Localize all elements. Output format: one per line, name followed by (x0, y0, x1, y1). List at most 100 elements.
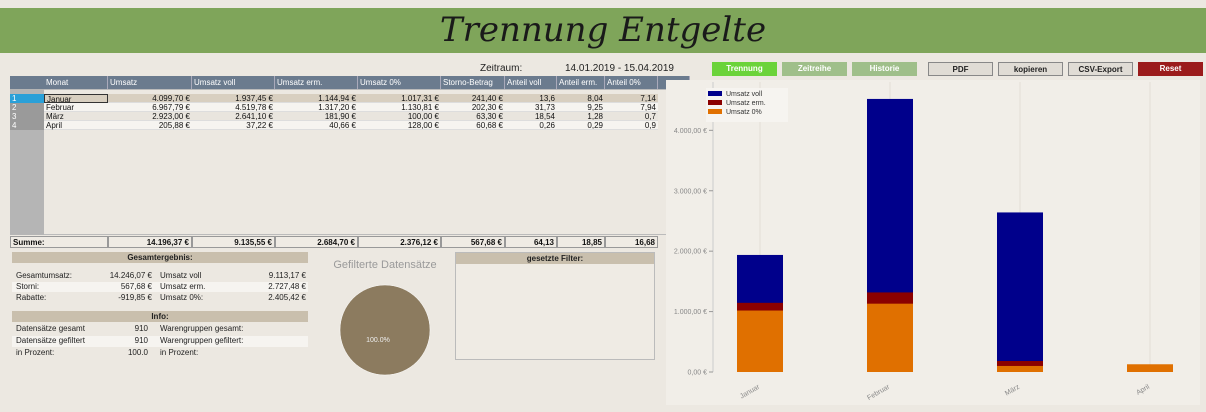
table-cell[interactable]: 18,54 (534, 112, 555, 121)
table-cell[interactable]: 7,14 (640, 94, 656, 103)
table-row (44, 94, 658, 103)
y-tick-label: 4.000,00 € (674, 128, 707, 135)
info-cell: Warengruppen gefiltert: (160, 336, 244, 345)
table-cell[interactable]: 9,25 (587, 103, 603, 112)
info-cell: in Prozent: (160, 348, 199, 357)
table-cell[interactable]: 2.923,00 € (152, 112, 190, 121)
table-cell[interactable]: Februar (46, 103, 75, 112)
column-header: Umsatz voll (192, 76, 275, 89)
table-row (44, 112, 658, 121)
table-cell[interactable]: 1,28 (587, 112, 603, 121)
bar (1127, 364, 1173, 372)
table-cell[interactable]: 202,30 € (471, 103, 503, 112)
table-cell[interactable]: 0,26 (539, 121, 555, 130)
zeitraum-label: Zeitraum: (480, 64, 523, 74)
title-bar: Trennung Entgelte (0, 8, 1206, 53)
info-cell: 100.0 (127, 348, 148, 357)
y-tick-label: 1.000,00 € (674, 309, 707, 316)
summary-cell: 14.196,37 € (108, 236, 192, 248)
table-cell[interactable]: 2.641,10 € (235, 112, 273, 121)
table-cell[interactable]: 4 (10, 121, 44, 130)
column-header: Umsatz (108, 76, 192, 89)
table-cell[interactable]: 1.130,81 € (401, 103, 439, 112)
table-cell[interactable]: 4.519,78 € (235, 103, 273, 112)
column-header: Anteil 0% (605, 76, 658, 89)
table-cell[interactable]: 7,94 (640, 103, 656, 112)
button[interactable]: CSV-Export (1068, 62, 1133, 76)
summary-cell: Summe: (10, 236, 108, 248)
table-cell[interactable]: 31,73 (534, 103, 555, 112)
bar (867, 303, 913, 372)
column-header: Umsatz 0% (358, 76, 441, 89)
button[interactable]: PDF (928, 62, 993, 76)
table-cell[interactable]: 0,7 (644, 112, 656, 121)
result-row (12, 293, 308, 303)
bar (737, 310, 783, 372)
table-cell[interactable]: 1 (10, 94, 44, 103)
result-cell: 2.405,42 € (268, 293, 306, 302)
table-cell[interactable]: April (46, 121, 63, 130)
table-cell[interactable]: 63,30 € (476, 112, 503, 121)
table-cell[interactable]: 0,29 (587, 121, 603, 130)
table-cell[interactable]: 6.967,79 € (152, 103, 190, 112)
result-cell: 14.246,07 € (109, 271, 152, 280)
table-cell[interactable]: 1.937,45 € (235, 94, 273, 103)
summary-cell: 18,85 (557, 236, 605, 248)
table-cell[interactable]: 100,00 € (407, 112, 439, 121)
column-header: Storno-Betrag (441, 76, 505, 89)
table-cell[interactable]: Januar (44, 94, 108, 103)
table-row (44, 103, 658, 112)
result-row (12, 271, 308, 281)
table-cell[interactable]: März (46, 112, 64, 121)
summary-cell: 9.135,55 € (192, 236, 275, 248)
table-cell[interactable]: 8,04 (587, 94, 603, 103)
button[interactable]: Reset (1138, 62, 1203, 76)
result-cell: Umsatz erm. (160, 282, 206, 291)
result-cell: 567,68 € (120, 282, 152, 291)
legend-swatch (708, 109, 722, 114)
table-cell[interactable]: 128,00 € (407, 121, 439, 130)
button[interactable]: kopieren (998, 62, 1063, 76)
table-cell[interactable]: 40,66 € (329, 121, 356, 130)
info-row (12, 336, 308, 347)
table-cell[interactable]: 181,90 € (324, 112, 356, 121)
table-cell[interactable]: 1.317,20 € (318, 103, 356, 112)
info-cell: Datensätze gesamt (16, 324, 85, 333)
table-cell[interactable]: 2 (10, 103, 44, 112)
result-cell: Umsatz voll (160, 271, 202, 280)
button[interactable]: Historie (852, 62, 917, 76)
button[interactable]: Zeitreihe (782, 62, 847, 76)
table-cell[interactable]: 37,22 € (246, 121, 273, 130)
table-cell[interactable]: 1.017,31 € (401, 94, 439, 103)
legend-label: Umsatz erm. (726, 100, 766, 107)
table-cell[interactable]: 205,88 € (158, 121, 190, 130)
info-cell: 910 (134, 324, 148, 333)
result-cell: Rabatte: (16, 293, 47, 302)
table-cell[interactable]: 13,6 (539, 94, 555, 103)
filter-box: gesetzte Filter: (455, 252, 655, 360)
legend-label: Umsatz 0% (726, 109, 762, 116)
table-cell[interactable]: 4.099,70 € (152, 94, 190, 103)
filter-title: gesetzte Filter: (456, 253, 654, 264)
table-cell[interactable]: 0,9 (644, 121, 656, 130)
info-cell: 910 (134, 336, 148, 345)
y-tick-label: 0,00 € (688, 370, 708, 377)
y-tick-label: 3.000,00 € (674, 188, 707, 195)
column-header: Umsatz erm. (275, 76, 358, 89)
result-cell: 9.113,17 € (268, 271, 306, 280)
bar (997, 365, 1043, 372)
summary-cell: 64,13 (505, 236, 557, 248)
info-cell: Datensätze gefiltert (16, 336, 85, 345)
table-cell[interactable]: 60,68 € (476, 121, 503, 130)
bar (997, 212, 1043, 372)
table-cell[interactable]: 1.144,94 € (318, 94, 356, 103)
summary-cell: 2.376,12 € (358, 236, 441, 248)
table-cell[interactable]: 241,40 € (471, 94, 503, 103)
summary-cell: 567,68 € (441, 236, 505, 248)
y-tick-label: 2.000,00 € (674, 249, 707, 256)
button[interactable]: Trennung (712, 62, 777, 76)
table-cell[interactable]: 3 (10, 112, 44, 121)
pie-title: Gefilterte Datensätze (333, 259, 436, 271)
